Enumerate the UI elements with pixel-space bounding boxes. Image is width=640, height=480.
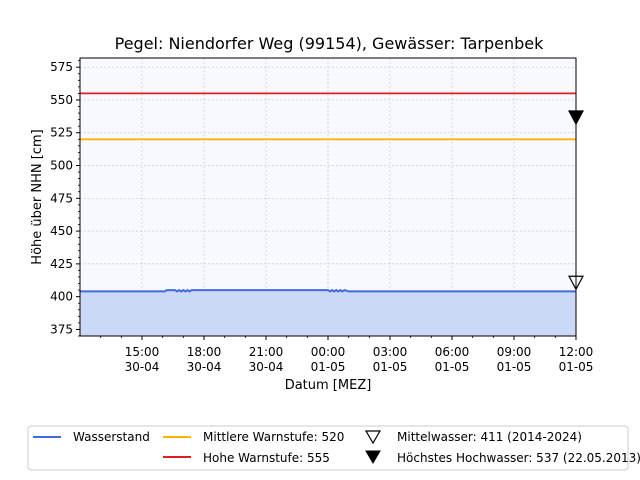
x-axis-label: Datum [MEZ]: [285, 378, 372, 393]
x-tick-date: 01-05: [497, 360, 532, 374]
y-axis-ticks: 375 400 425 450 475 500 525 550 575: [50, 60, 80, 336]
legend: Wasserstand Mittlere Warnstufe: 520 Hohe…: [27, 425, 640, 471]
water-fill-layer: [80, 290, 576, 336]
y-tick-label: 525: [50, 126, 73, 140]
x-tick-time: 06:00: [435, 345, 470, 359]
series-area-wasserstand: [80, 290, 576, 336]
chart-title: Pegel: Niendorfer Weg (99154), Gewässer:…: [115, 34, 545, 53]
y-tick-label: 575: [50, 60, 73, 74]
series-layer: [80, 288, 576, 293]
x-tick-time: 00:00: [311, 345, 346, 359]
x-tick-time: 21:00: [249, 345, 284, 359]
y-tick-label: 400: [50, 290, 73, 304]
y-tick-label: 425: [50, 257, 73, 271]
x-tick-time: 18:00: [187, 345, 222, 359]
x-tick-time: 15:00: [125, 345, 160, 359]
x-tick-date: 30-04: [249, 360, 284, 374]
x-axis-ticks: 15:0030-0418:0030-0421:0030-0400:0001-05…: [100, 336, 594, 374]
series-line-wasserstand: [80, 288, 576, 293]
y-tick-label: 475: [50, 191, 73, 205]
legend-filled-triangle-icon: [365, 450, 381, 464]
y-axis-label: Höhe über NHN [cm]: [30, 129, 45, 264]
y-tick-label: 375: [50, 322, 73, 336]
x-tick-date: 01-05: [311, 360, 346, 374]
x-tick-date: 01-05: [559, 360, 594, 374]
threshold-lines: [80, 92, 576, 141]
legend-label-mittlere-warnstufe: Mittlere Warnstufe: 520: [203, 430, 344, 444]
x-tick-date: 01-05: [373, 360, 408, 374]
legend-open-triangle-icon: [364, 430, 382, 445]
legend-label-mittelwasser: Mittelwasser: 411 (2014-2024): [397, 430, 582, 444]
x-tick-date: 30-04: [187, 360, 222, 374]
y-tick-label: 550: [50, 93, 73, 107]
legend-label-hohe-warnstufe: Hohe Warnstufe: 555: [203, 451, 330, 465]
legend-label-hoechstes-hochwasser: Höchstes Hochwasser: 537 (22.05.2013): [397, 451, 640, 465]
legend-label-wasserstand: Wasserstand: [73, 430, 150, 444]
x-tick-time: 12:00: [559, 345, 594, 359]
x-tick-date: 30-04: [125, 360, 160, 374]
y-tick-label: 450: [50, 224, 73, 238]
x-tick-time: 09:00: [497, 345, 532, 359]
y-tick-label: 500: [50, 159, 73, 173]
x-tick-time: 03:00: [373, 345, 408, 359]
x-tick-date: 01-05: [435, 360, 470, 374]
